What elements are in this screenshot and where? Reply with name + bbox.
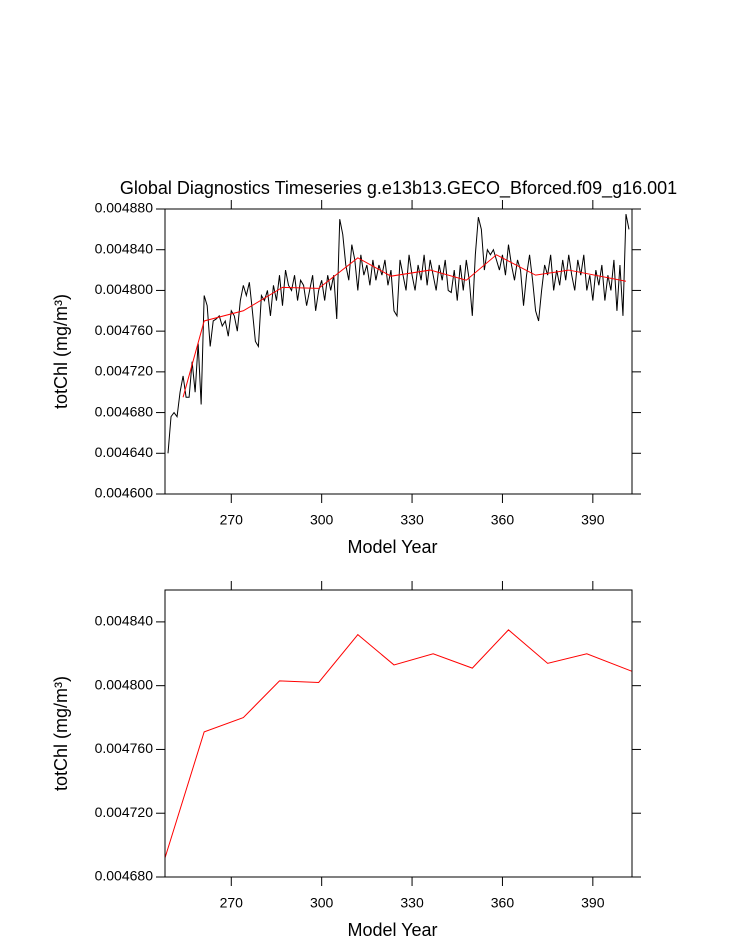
x-tick-label: 390 [581,512,605,528]
x-tick-label: 360 [491,512,515,528]
x-tick-label: 300 [310,512,334,528]
y-tick-label: 0.004680 [95,403,154,419]
x-tick-label: 390 [581,895,605,911]
y-tick-label: 0.004760 [95,322,154,338]
y-tick-label: 0.004760 [95,740,154,756]
y-tick-label: 0.004680 [95,868,154,884]
plot-frame [164,589,633,878]
chart-title: Global Diagnostics Timeseries g.e13b13.G… [120,178,677,199]
y-tick-label: 0.004840 [95,613,154,629]
y-tick-label: 0.004800 [95,281,154,297]
y-tick-label: 0.004640 [95,444,154,460]
x-tick-label: 270 [220,512,244,528]
y-tick-label: 0.004720 [95,804,154,820]
plot-frame [164,208,633,495]
x-axis-label: Model Year [347,537,437,557]
y-axis-label: totChl (mg/m³) [51,676,71,791]
x-tick-label: 330 [400,895,424,911]
x-tick-label: 270 [220,895,244,911]
y-tick-label: 0.004800 [95,676,154,692]
y-tick-label: 0.004880 [95,200,154,216]
y-tick-label: 0.004600 [95,485,154,501]
x-tick-label: 360 [491,895,515,911]
data-line [182,254,627,398]
x-axis-label: Model Year [347,920,437,940]
x-tick-label: 330 [400,512,424,528]
x-tick-label: 300 [310,895,334,911]
y-axis-label: totChl (mg/m³) [51,294,71,409]
y-tick-label: 0.004720 [95,363,154,379]
y-tick-label: 0.004840 [95,240,154,256]
data-line [167,213,630,454]
data-line [164,629,633,859]
